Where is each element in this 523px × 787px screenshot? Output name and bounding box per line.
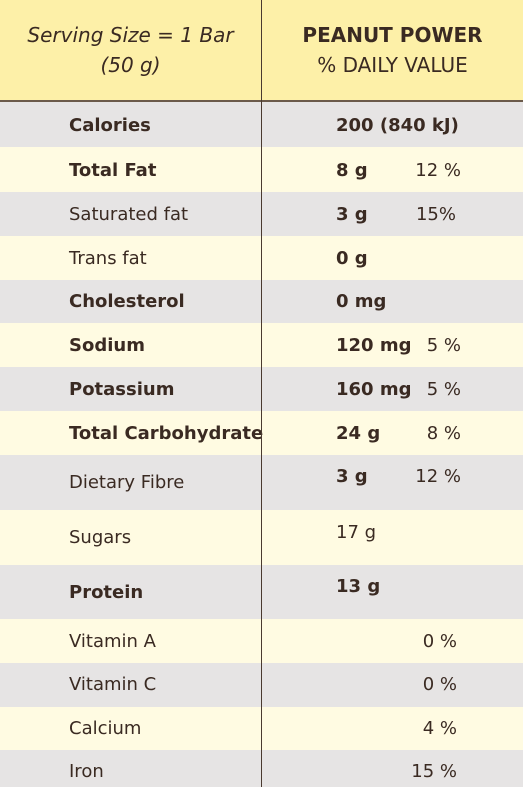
nutrient-name: Total Carbohydrate [69,423,264,444]
product-name: PEANUT POWER [302,23,483,47]
nutrient-name: Vitamin C [69,674,157,695]
nutrient-percent: 15 % [411,761,457,782]
nutrient-percent: 12 % [415,160,461,181]
serving-size-label: Serving Size = 1 Bar [27,23,234,47]
nutrient-amount: 3 g [336,204,368,225]
nutrient-name: Cholesterol [69,291,185,312]
product-header: PEANUT POWER % DAILY VALUE [262,0,523,100]
nutrient-name: Calcium [69,718,142,739]
nutrient-percent: 15% [415,204,456,225]
nutrient-name: Calories [69,115,151,136]
nutrient-amount: 8 g [336,160,368,181]
nutrient-name: Dietary Fibre [69,472,185,493]
nutrient-percent: 5 % [426,379,461,400]
daily-value-heading: % DAILY VALUE [317,53,468,77]
nutrient-name: Vitamin A [69,631,156,652]
serving-size-header: Serving Size = 1 Bar (50 g) [0,0,261,100]
column-divider [261,0,262,787]
nutrient-amount: 120 mg [336,335,412,356]
nutrient-name: Sodium [69,335,145,356]
serving-size-weight: (50 g) [100,53,161,77]
nutrient-name: Trans fat [69,248,147,269]
nutrient-name: Saturated fat [69,204,189,225]
nutrient-amount: 200 (840 kJ) [336,115,459,136]
nutrient-name: Total Fat [69,160,157,181]
nutrient-name: Sugars [69,527,132,548]
nutrient-percent: 8 % [426,423,461,444]
nutrient-amount: 0 g [336,248,368,269]
nutrient-percent: 0 % [422,631,457,652]
nutrient-name: Iron [69,761,104,782]
nutrient-percent: 5 % [426,335,461,356]
nutrient-name: Protein [69,582,144,603]
nutrient-percent: 0 % [422,674,457,695]
nutrient-name: Potassium [69,379,175,400]
nutrient-percent: 12 % [415,466,461,487]
nutrient-amount: 3 g [336,466,368,487]
nutrient-amount: 13 g [336,576,381,597]
nutrient-amount: 160 mg [336,379,412,400]
nutrient-percent: 4 % [422,718,457,739]
nutrient-amount: 0 mg [336,291,387,312]
nutrient-amount: 24 g [336,423,381,444]
nutrient-amount: 17 g [336,522,377,543]
